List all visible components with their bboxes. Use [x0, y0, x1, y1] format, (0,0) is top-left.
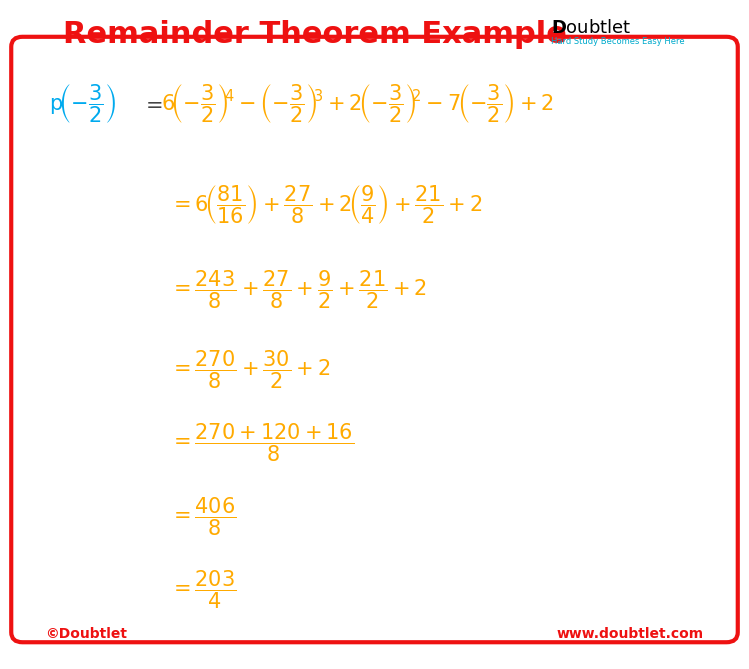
Text: $= 6\!\left(\dfrac{81}{16}\right) + \dfrac{27}{8} + 2\!\left(\dfrac{9}{4}\right): $= 6\!\left(\dfrac{81}{16}\right) + \dfr… [169, 183, 482, 225]
Text: $6\!\left(-\dfrac{3}{2}\right)^{\!\!4} - \left(-\dfrac{3}{2}\right)^{\!\!3} + 2\: $6\!\left(-\dfrac{3}{2}\right)^{\!\!4} -… [161, 82, 554, 125]
Text: $=$: $=$ [141, 94, 163, 114]
Text: Remainder Theorem Example: Remainder Theorem Example [63, 20, 566, 50]
Text: $\mathbf{D}$oubtlet: $\mathbf{D}$oubtlet [551, 19, 631, 37]
Text: $\mathrm{p}\!\left(-\dfrac{3}{2}\right)$: $\mathrm{p}\!\left(-\dfrac{3}{2}\right)$ [49, 82, 116, 125]
Text: $= \dfrac{406}{8}$: $= \dfrac{406}{8}$ [169, 495, 236, 538]
Text: $= \dfrac{270}{8} + \dfrac{30}{2} + 2$: $= \dfrac{270}{8} + \dfrac{30}{2} + 2$ [169, 348, 330, 391]
FancyBboxPatch shape [11, 37, 738, 642]
Text: $= \dfrac{203}{4}$: $= \dfrac{203}{4}$ [169, 569, 236, 611]
Text: Hard Study Becomes Easy Here: Hard Study Becomes Easy Here [551, 37, 684, 46]
Text: $= \dfrac{270 + 120 + 16}{8}$: $= \dfrac{270 + 120 + 16}{8}$ [169, 421, 354, 464]
Text: ©Doubtlet: ©Doubtlet [45, 628, 127, 641]
Text: $= \dfrac{243}{8} + \dfrac{27}{8} + \dfrac{9}{2} + \dfrac{21}{2} + 2$: $= \dfrac{243}{8} + \dfrac{27}{8} + \dfr… [169, 268, 426, 311]
Text: www.doubtlet.com: www.doubtlet.com [557, 628, 704, 641]
